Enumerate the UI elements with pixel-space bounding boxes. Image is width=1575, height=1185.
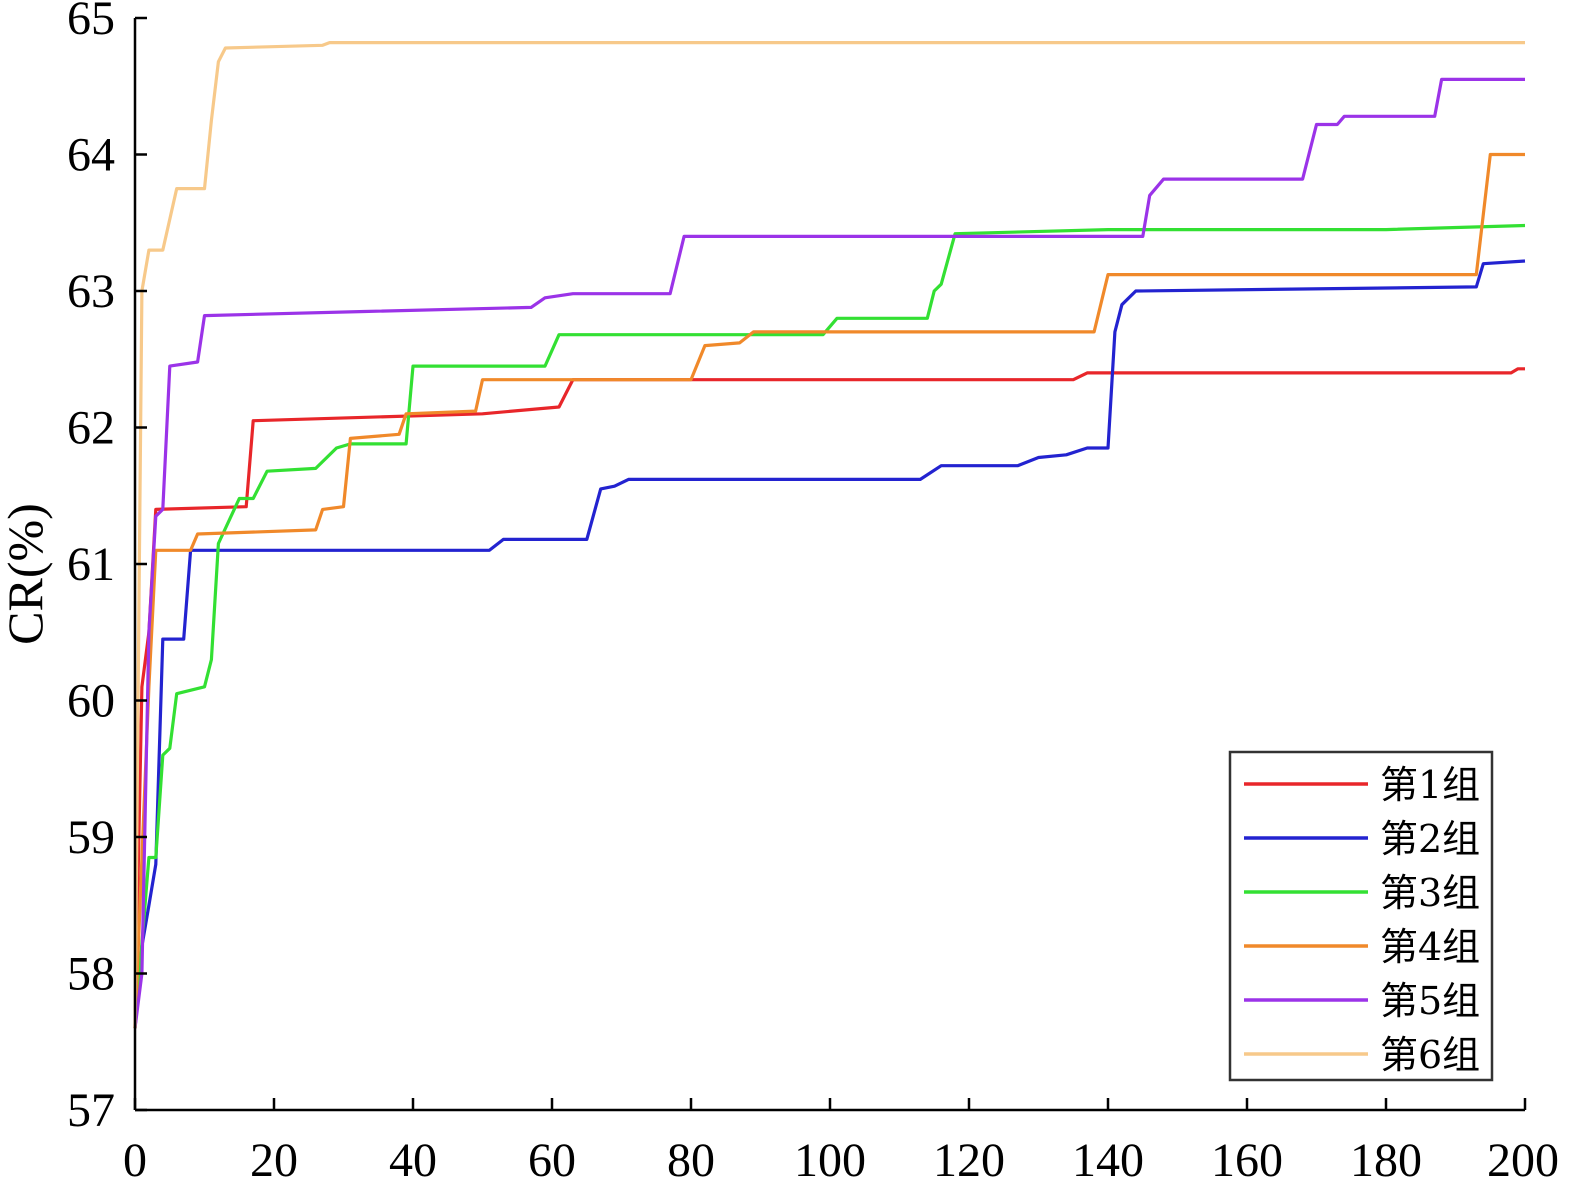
y-tick-label: 59: [67, 811, 115, 864]
legend-label-2: 第2组: [1380, 817, 1480, 861]
legend-label-5: 第5组: [1380, 979, 1480, 1023]
series-line-6: [133, 41, 1525, 1029]
y-tick-label: 58: [67, 948, 115, 1001]
y-tick-label: 57: [67, 1084, 115, 1137]
y-axis-label: CR(%): [0, 503, 53, 645]
y-tick-label: 61: [67, 538, 115, 591]
series-lines: [133, 41, 1526, 1029]
x-ticks: 0 20 40 60 80 100 120 140 160 180 200: [123, 1098, 1559, 1185]
legend-box: [1228, 750, 1494, 1082]
y-tick-label: 65: [67, 0, 115, 45]
y-tick-label: 63: [67, 265, 115, 318]
series-line-2: [133, 259, 1526, 1029]
x-tick-label: 120: [933, 1134, 1005, 1185]
x-tick-label: 0: [123, 1134, 147, 1185]
x-tick-label: 40: [389, 1134, 437, 1185]
x-tick-label: 20: [250, 1134, 298, 1185]
x-tick-label: 60: [528, 1134, 576, 1185]
series-line-3: [133, 223, 1526, 1029]
x-tick-label: 160: [1211, 1134, 1283, 1185]
y-ticks: 57 58 59 60 61 62 63 64 65: [67, 0, 147, 1137]
legend-label-3: 第3组: [1380, 871, 1480, 915]
y-tick-label: 60: [67, 675, 115, 728]
x-tick-label: 80: [667, 1134, 715, 1185]
legend-label-4: 第4组: [1380, 925, 1480, 969]
y-tick-label: 64: [67, 129, 115, 182]
legend-label-6: 第6组: [1380, 1033, 1480, 1077]
legend-label-1: 第1组: [1380, 763, 1480, 807]
series-line-4: [133, 152, 1525, 1029]
x-tick-label: 100: [794, 1134, 866, 1185]
y-tick-label: 62: [67, 402, 115, 455]
x-tick-label: 200: [1487, 1134, 1559, 1185]
series-line-5: [133, 77, 1525, 1029]
x-tick-label: 180: [1350, 1134, 1422, 1185]
x-tick-label: 140: [1072, 1134, 1144, 1185]
